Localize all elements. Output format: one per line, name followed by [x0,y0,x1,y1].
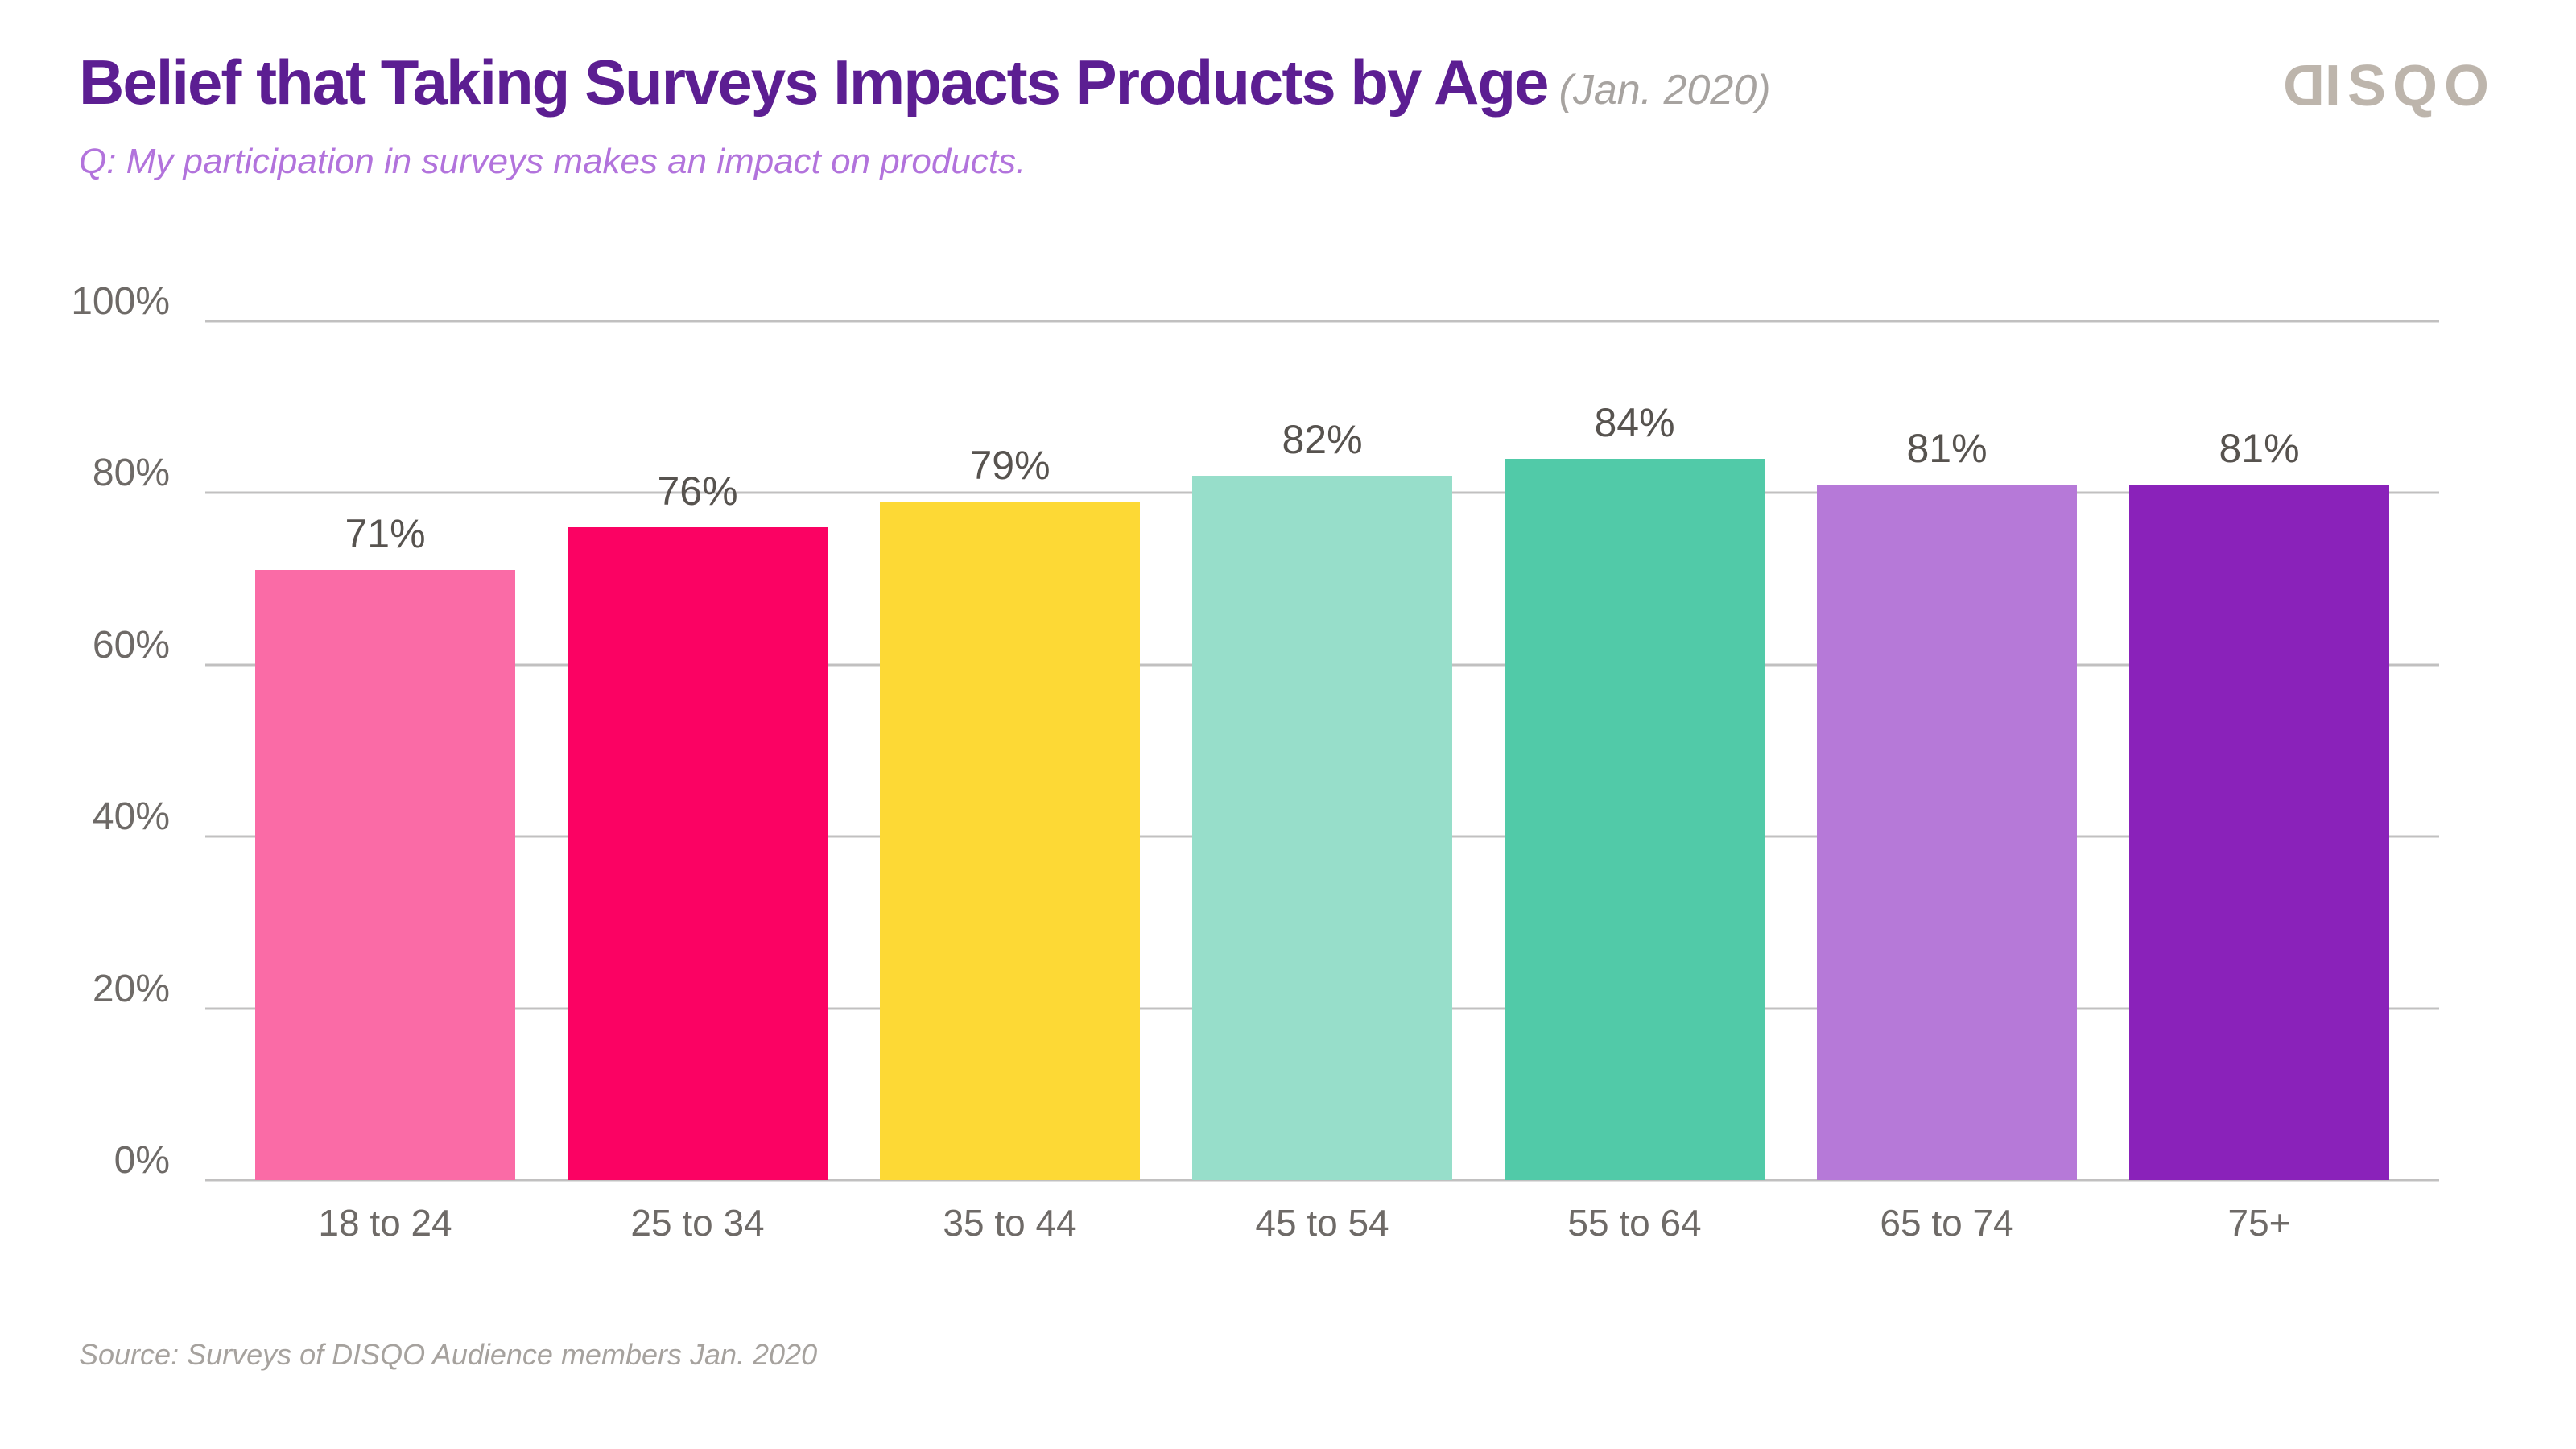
bar-18-to-24 [255,570,515,1180]
page-title: Belief that Taking Surveys Impacts Produ… [79,47,2496,119]
y-axis-tick-label: 100% [71,280,170,323]
logo-letter: I [2324,54,2347,118]
bar-65-to-74 [1817,484,2077,1180]
bar-value-label: 71% [345,511,426,557]
y-axis-tick-0%: 0% [35,1141,170,1199]
y-axis-tick-40%: 40% [35,798,170,856]
bar-chart-plot-area: 0% 20% 40% 60% 80% 100% 71% 18 to 24 76% 25 to 34… [71,283,2439,1244]
y-axis-tick-label: 20% [92,967,170,1010]
page-title-date: (Jan. 2020) [1558,67,1771,114]
x-axis-tick-label: 65 to 74 [1880,1202,2014,1244]
bar-value-label: 81% [1906,425,1988,471]
bar-slot-75+: 81% 75+ [2129,321,2389,1244]
y-axis-tick-60%: 60% [35,625,170,684]
x-axis-tick-label: 75+ [2227,1202,2291,1244]
y-axis-tick-label: 0% [114,1139,170,1182]
y-axis-tick-label: 60% [92,623,170,667]
bar-value-label: 81% [2219,425,2300,471]
bar-value-label: 76% [657,469,738,514]
logo-letter: Q [2392,54,2444,118]
x-axis-tick-label: 25 to 34 [630,1202,765,1244]
bar-slot-65-to-74: 81% 65 to 74 [1817,321,2077,1244]
logo-letter: S [2347,54,2392,118]
bar-45-to-54 [1192,476,1452,1180]
y-axis-tick-20%: 20% [35,969,170,1028]
chart-subtitle: Q: My participation in surveys makes an … [79,141,1026,181]
bar-value-label: 82% [1282,417,1363,463]
y-axis-tick-100%: 100% [35,283,170,341]
bar-slot-18-to-24: 71% 18 to 24 [255,321,515,1244]
y-axis-tick-label: 80% [92,452,170,495]
gridline-100% [205,320,2439,323]
bar-55-to-64 [1505,458,1765,1180]
source-note: Source: Surveys of DISQO Audience member… [79,1338,818,1371]
bar-slot-35-to-44: 79% 35 to 44 [880,321,1140,1244]
bar-slot-25-to-34: 76% 25 to 34 [568,321,828,1244]
page-title-text: Belief that Taking Surveys Impacts Produ… [79,47,1550,118]
gridline-0% [205,1179,2439,1182]
x-axis-tick-label: 18 to 24 [318,1202,452,1244]
y-axis-tick-80%: 80% [35,454,170,512]
logo-letter: O [2443,54,2496,118]
bar-75+ [2129,484,2389,1180]
x-axis-tick-label: 45 to 54 [1255,1202,1389,1244]
y-axis-tick-label: 40% [92,795,170,839]
bar-value-label: 79% [969,443,1051,489]
bar-25-to-34 [568,527,828,1180]
bar-value-label: 84% [1594,399,1675,445]
logo-letter: D [2276,54,2325,118]
bar-slot-45-to-54: 82% 45 to 54 [1192,321,1452,1244]
bar-slot-55-to-64: 84% 55 to 64 [1505,321,1765,1244]
bar-35-to-44 [880,502,1140,1180]
bars-row: 71% 18 to 24 76% 25 to 34 79% 35 to 44 82% 45 t… [205,321,2439,1244]
x-axis-tick-label: 55 to 64 [1567,1202,1702,1244]
disqo-logo: DISQO [2277,53,2496,119]
x-axis-tick-label: 35 to 44 [943,1202,1077,1244]
chart-header: Belief that Taking Surveys Impacts Produ… [79,47,2496,182]
